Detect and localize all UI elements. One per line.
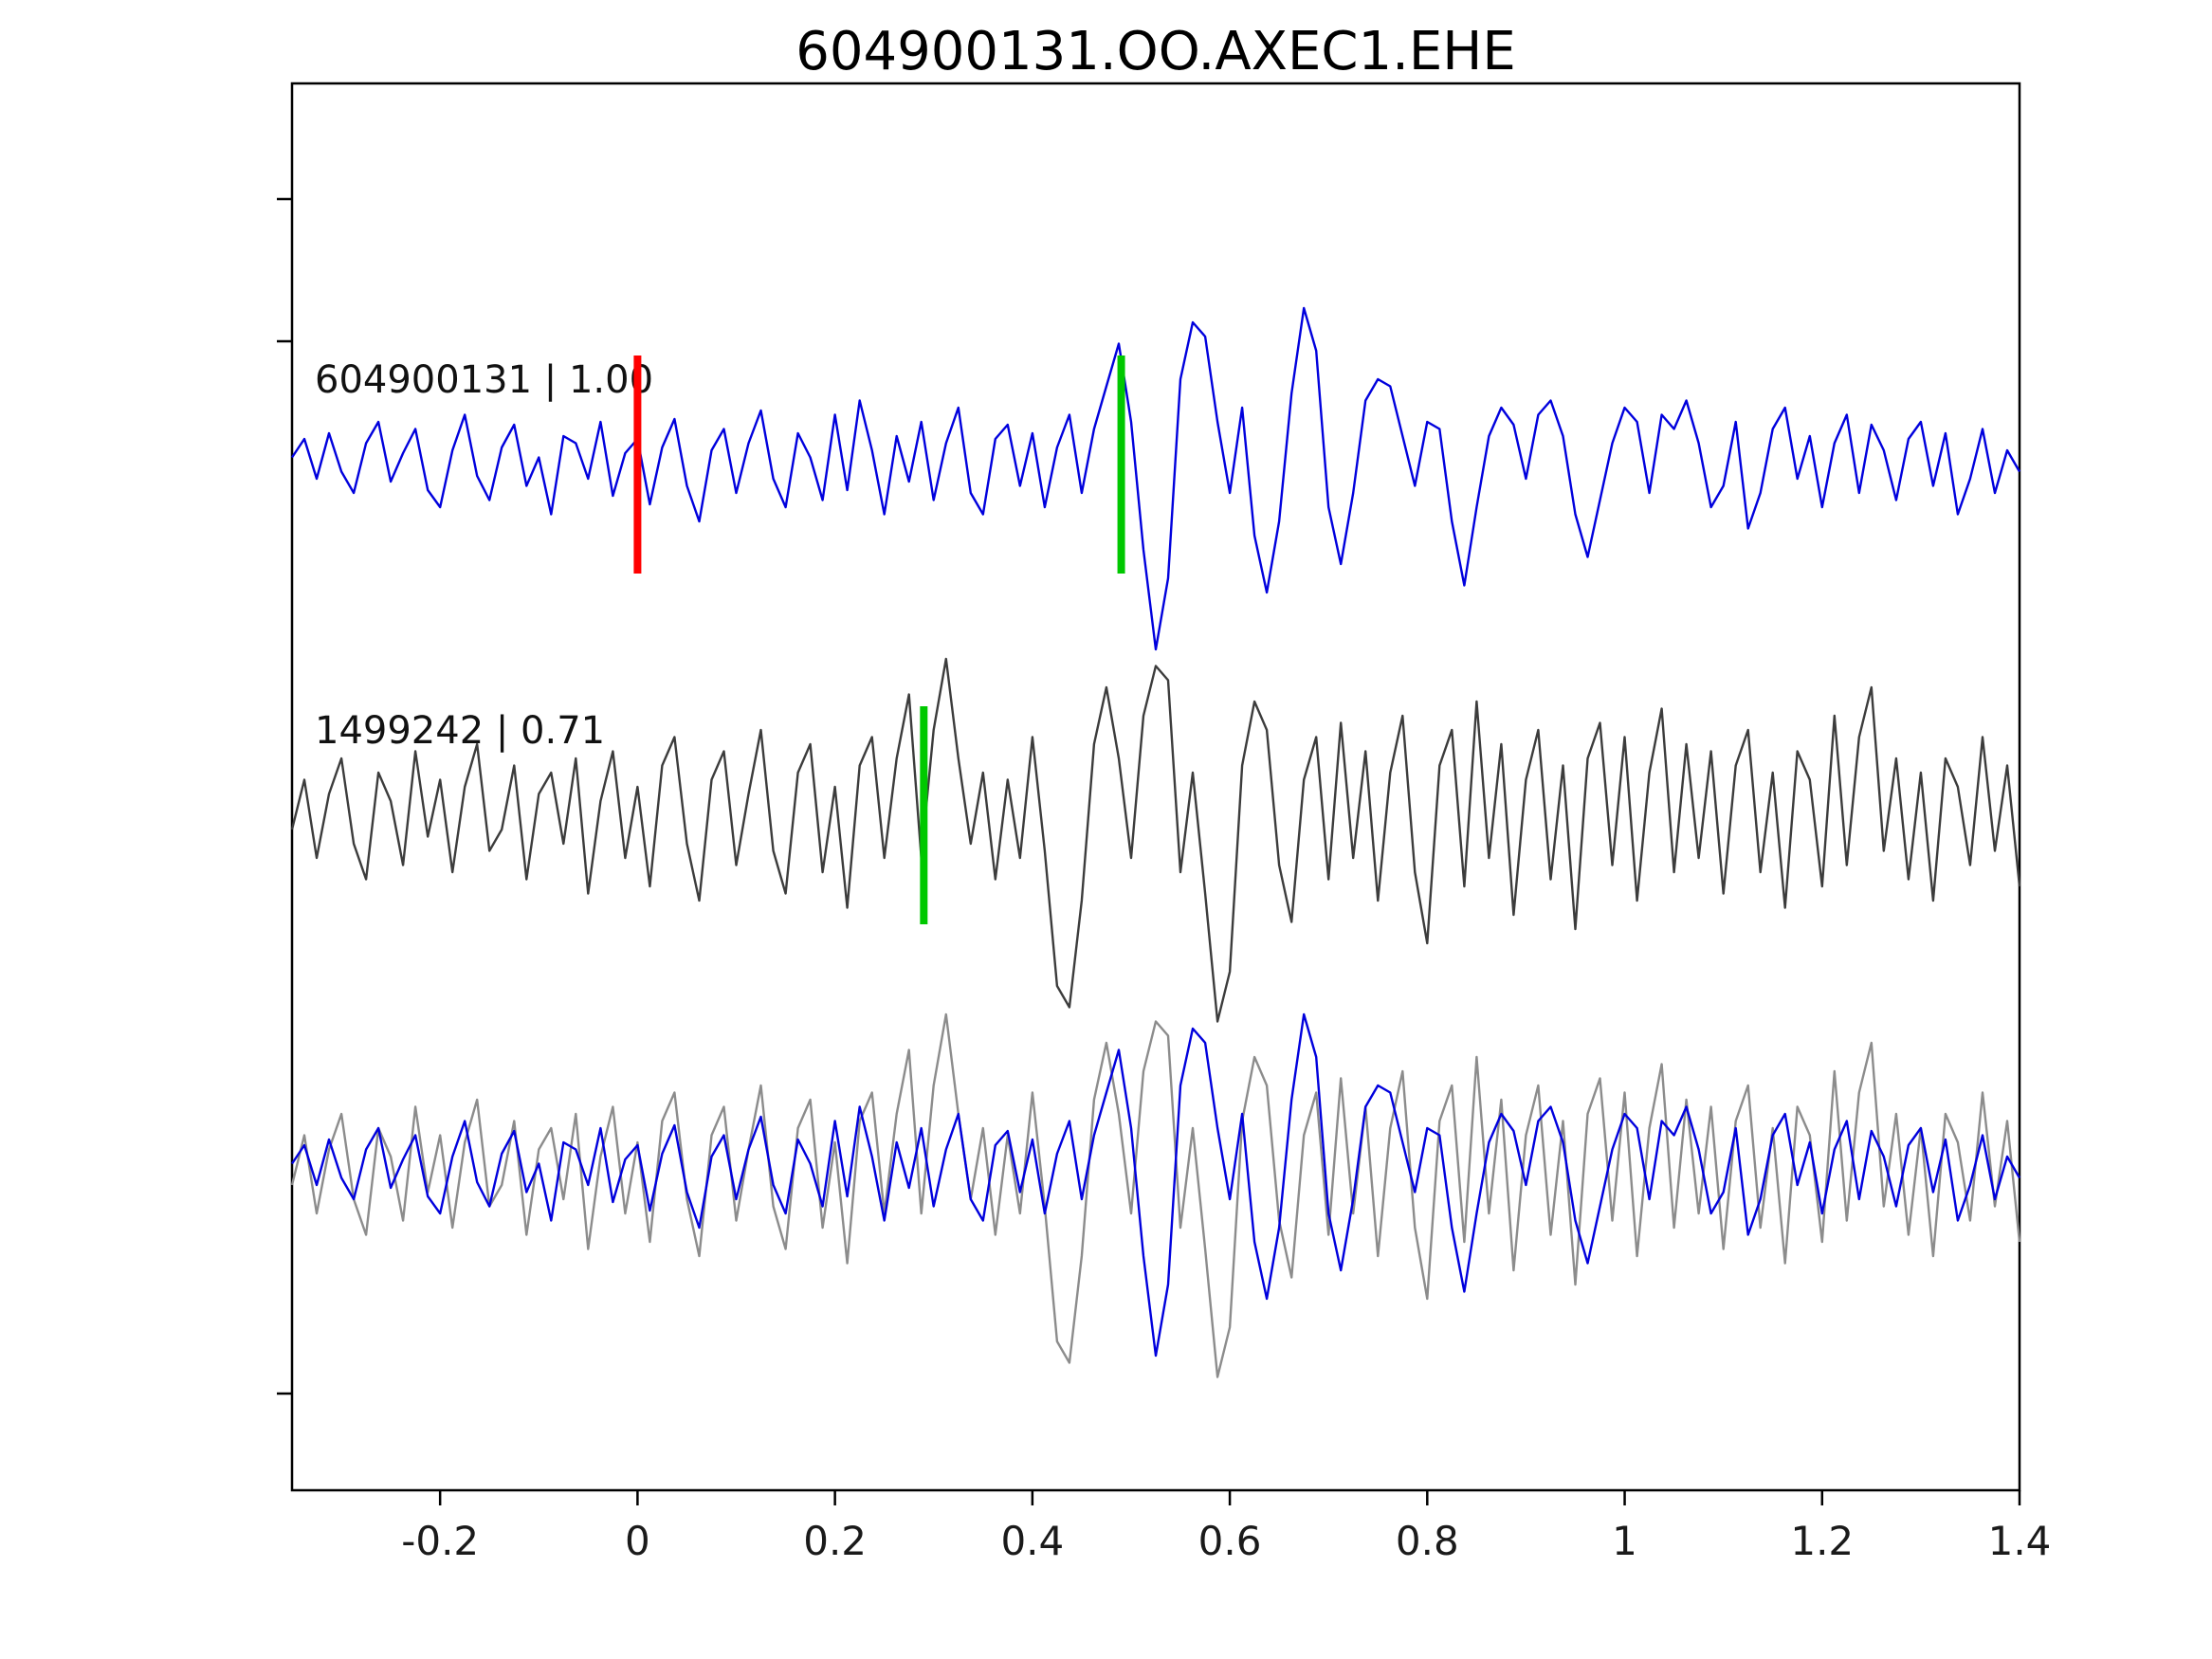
trace-label-event: 604900131 | 1.00 (315, 358, 654, 402)
x-tick-label: 1 (1612, 1518, 1637, 1564)
trace-label-template: 1499242 | 0.71 (315, 709, 606, 753)
x-tick-label: -0.2 (401, 1518, 479, 1564)
x-tick-label: 1.4 (1988, 1518, 2052, 1564)
x-tick-label: 0.8 (1396, 1518, 1459, 1564)
trace-template (290, 657, 2021, 1023)
plot-title: 604900131.OO.AXEC1.EHE (795, 21, 1516, 82)
x-tick-label: 0.6 (1198, 1518, 1262, 1564)
trace-event (291, 306, 2021, 651)
x-tick-label: 0 (625, 1518, 650, 1564)
x-tick-label: 0.2 (803, 1518, 867, 1564)
overlay-trace-event (291, 1012, 2021, 1358)
x-tick-label: 1.2 (1790, 1518, 1854, 1564)
x-tick-label: 0.4 (1000, 1518, 1064, 1564)
axes-box (290, 82, 2021, 1492)
